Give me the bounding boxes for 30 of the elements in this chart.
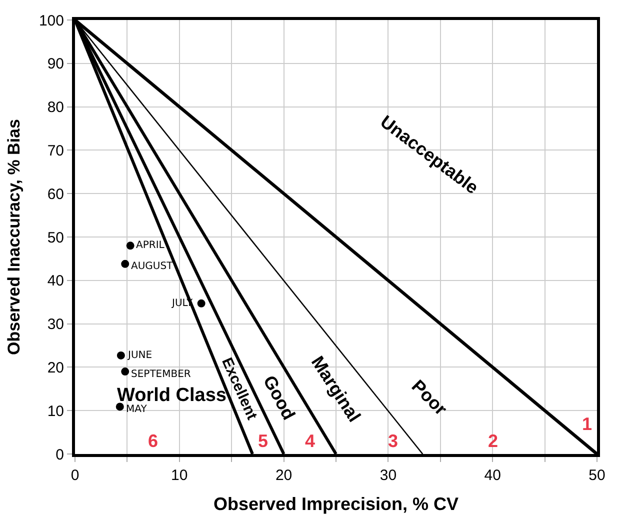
x-tick-label: 50 (588, 467, 606, 484)
y-tick-label: 80 (47, 99, 64, 116)
annotation: 5 (258, 431, 268, 451)
annotation: 2 (488, 431, 498, 451)
annotation: 4 (305, 431, 316, 451)
y-tick-label: 100 (38, 12, 64, 30)
annotation: SEPTEMBER (131, 369, 191, 380)
y-tick-label: 90 (47, 56, 64, 73)
annotation: 1 (582, 414, 592, 434)
x-tick-label: 40 (484, 467, 501, 484)
annotation: 6 (148, 431, 158, 451)
x-tick-label: 0 (70, 467, 80, 484)
x-axis-title: Observed Imprecision, % CV (213, 494, 459, 514)
annotation: APRIL (136, 240, 165, 251)
y-tick-label: 10 (47, 402, 64, 420)
y-axis-title: Observed Inaccuracy, % Bias (4, 119, 24, 355)
annotation: MAY (126, 404, 148, 415)
y-tick-label: 60 (47, 186, 64, 203)
annotation: JUNE (127, 350, 152, 361)
annotation: AUGUST (131, 261, 174, 272)
annotation: 3 (388, 431, 398, 451)
y-tick-label: 40 (47, 272, 64, 290)
y-tick-label: 0 (56, 446, 64, 464)
x-tick-label: 10 (171, 467, 188, 484)
x-tick-label: 20 (275, 467, 292, 484)
y-tick-label: 30 (47, 316, 64, 334)
y-tick-label: 20 (47, 359, 64, 376)
y-tick-label: 50 (47, 229, 64, 246)
y-tick-label: 70 (47, 142, 64, 160)
x-tick-label: 30 (380, 467, 397, 484)
